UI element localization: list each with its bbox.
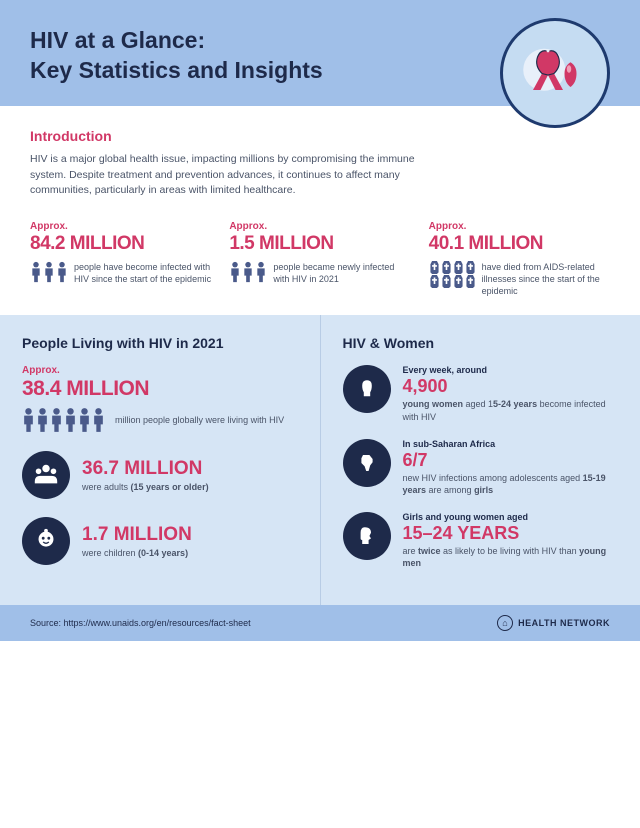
women-weekly-stat: Every week, around 4,900 young women age… — [343, 365, 619, 422]
bottom-panels: People Living with HIV in 2021 Approx. 3… — [0, 315, 640, 605]
top-stats-row: Approx. 84.2 MILLION people have become … — [0, 215, 640, 315]
intro-heading: Introduction — [30, 128, 610, 144]
person-icons — [229, 261, 267, 283]
w3-desc: are twice as likely to be living with HI… — [403, 545, 619, 569]
africa-icon — [343, 439, 391, 487]
person-icons-row — [22, 407, 105, 433]
children-stat: 1.7 MILLION were children (0-14 years) — [22, 517, 298, 565]
w2-desc: new HIV infections among adolescents age… — [403, 472, 619, 496]
stat-new-2021: Approx. 1.5 MILLION people became newly … — [229, 221, 410, 297]
baby-icon — [22, 517, 70, 565]
stat-deaths: Approx. 40.1 MILLION have died from AIDS… — [429, 221, 610, 297]
source-text: Source: https://www.unaids.org/en/resour… — [30, 618, 251, 628]
people-group-icon — [22, 451, 70, 499]
footer: Source: https://www.unaids.org/en/resour… — [0, 605, 640, 641]
person-icons — [30, 261, 68, 283]
women-age-stat: Girls and young women aged 15–24 YEARS a… — [343, 512, 619, 569]
hero-ribbon-icon — [500, 18, 610, 128]
adults-desc: were adults (15 years or older) — [82, 482, 209, 494]
brand: ⌂ HEALTH NETWORK — [497, 615, 610, 631]
coffin-icons — [429, 261, 476, 288]
stat-infected-total: Approx. 84.2 MILLION people have become … — [30, 221, 211, 297]
brand-logo-icon: ⌂ — [497, 615, 513, 631]
woman-silhouette-icon — [343, 365, 391, 413]
women-africa-stat: In sub-Saharan Africa 6/7 new HIV infect… — [343, 439, 619, 496]
w1-desc: young women aged 15-24 years become infe… — [403, 398, 619, 422]
header: HIV at a Glance:Key Statistics and Insig… — [0, 0, 640, 106]
intro-body: HIV is a major global health issue, impa… — [30, 152, 450, 199]
living-with-hiv-panel: People Living with HIV in 2021 Approx. 3… — [0, 315, 321, 605]
adults-stat: 36.7 MILLION were adults (15 years or ol… — [22, 451, 298, 499]
woman-profile-icon — [343, 512, 391, 560]
hiv-women-panel: HIV & Women Every week, around 4,900 you… — [321, 315, 640, 605]
kids-desc: were children (0-14 years) — [82, 548, 192, 560]
